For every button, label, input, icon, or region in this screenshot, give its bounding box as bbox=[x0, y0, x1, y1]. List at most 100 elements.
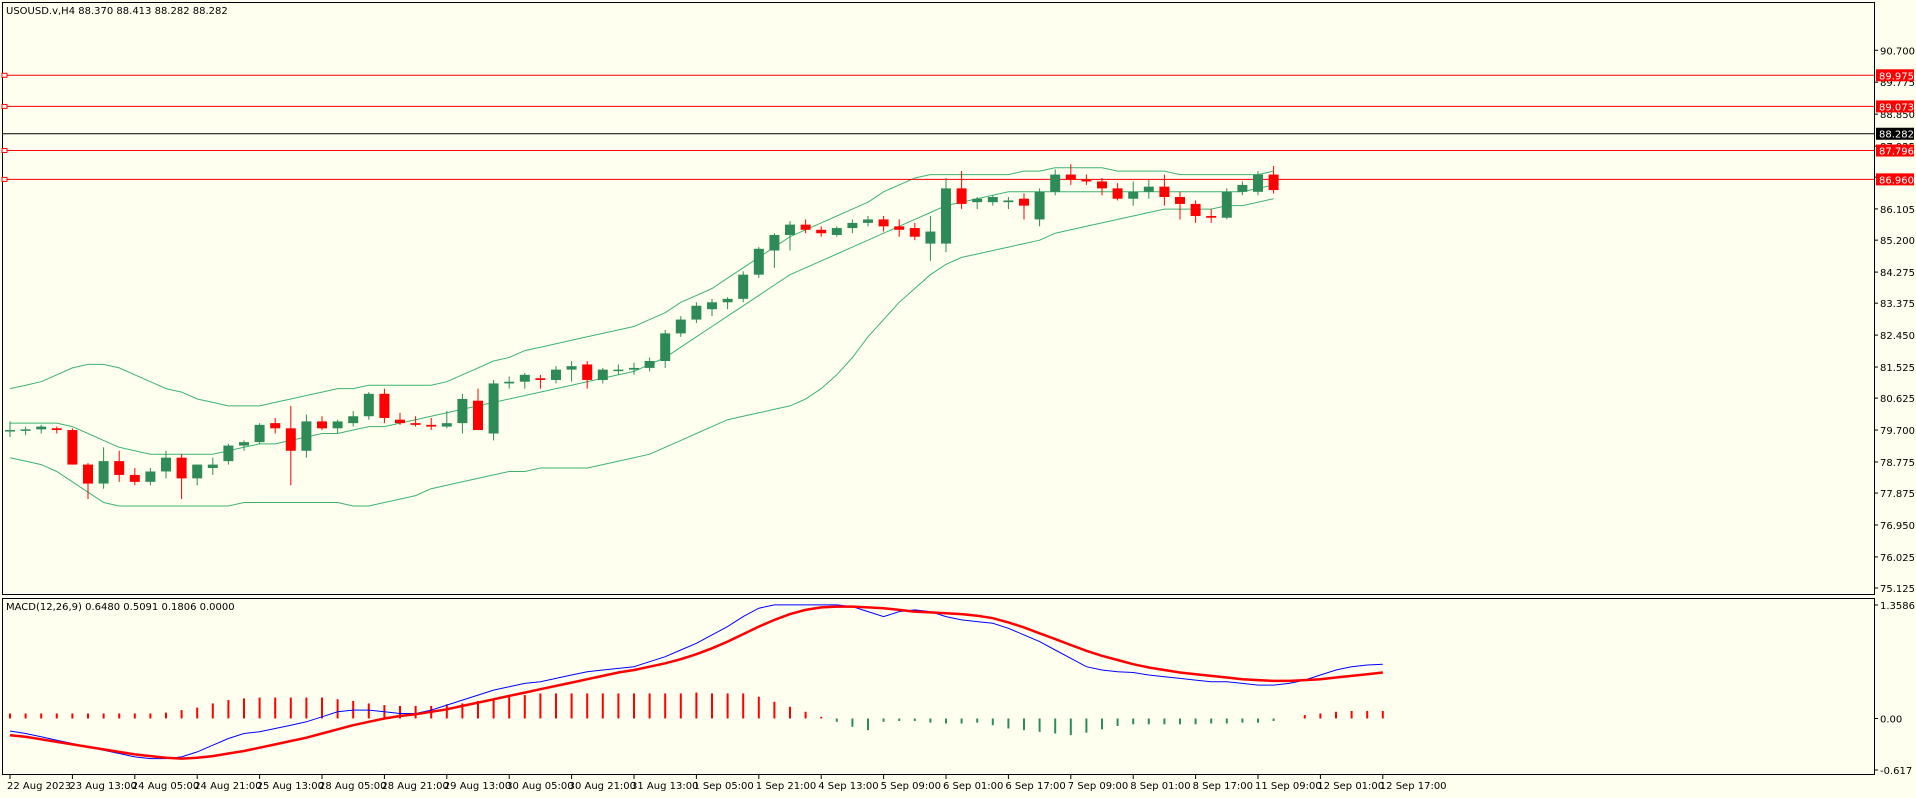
candle[interactable] bbox=[457, 393, 468, 434]
candle[interactable] bbox=[5, 421, 15, 437]
candle[interactable] bbox=[207, 457, 218, 475]
candle[interactable] bbox=[941, 178, 951, 253]
candle[interactable] bbox=[566, 360, 577, 382]
candle[interactable] bbox=[114, 450, 125, 482]
candle[interactable] bbox=[660, 329, 671, 368]
candle[interactable] bbox=[1050, 169, 1061, 196]
candle[interactable] bbox=[192, 464, 203, 486]
level-handle[interactable] bbox=[1, 176, 8, 182]
candle[interactable] bbox=[1268, 165, 1279, 194]
candle[interactable] bbox=[722, 297, 733, 310]
candle[interactable] bbox=[1206, 209, 1217, 223]
macd-panel[interactable]: 1.3586 0.00 -0.617 bbox=[9, 601, 1915, 777]
candle[interactable] bbox=[1190, 200, 1201, 223]
candle[interactable] bbox=[629, 362, 639, 375]
candle[interactable] bbox=[551, 366, 561, 384]
candle[interactable] bbox=[239, 440, 249, 451]
time-tick-label: 6 Sep 01:00 bbox=[943, 781, 1003, 792]
candle[interactable] bbox=[301, 414, 312, 458]
candle[interactable] bbox=[691, 302, 702, 324]
candle[interactable] bbox=[769, 233, 780, 268]
candle[interactable] bbox=[410, 416, 421, 427]
candle[interactable] bbox=[753, 247, 764, 279]
candle[interactable] bbox=[987, 195, 998, 206]
level-handle[interactable] bbox=[1, 148, 8, 154]
candle[interactable] bbox=[1253, 171, 1263, 196]
candle[interactable] bbox=[129, 468, 140, 486]
candle[interactable] bbox=[1081, 174, 1092, 185]
candle[interactable] bbox=[878, 215, 889, 232]
candle[interactable] bbox=[675, 316, 686, 337]
candle[interactable] bbox=[285, 405, 296, 486]
candle[interactable] bbox=[831, 226, 842, 237]
candle[interactable] bbox=[254, 423, 265, 444]
candle[interactable] bbox=[161, 450, 171, 479]
candle[interactable] bbox=[395, 412, 405, 425]
candle[interactable] bbox=[1143, 179, 1154, 199]
candle[interactable] bbox=[1128, 181, 1139, 206]
candle[interactable] bbox=[1159, 174, 1170, 206]
candle[interactable] bbox=[488, 379, 499, 441]
candle[interactable] bbox=[145, 468, 156, 486]
candle[interactable] bbox=[707, 298, 717, 317]
candle[interactable] bbox=[1221, 188, 1232, 220]
time-tick-label: 8 Sep 17:00 bbox=[1193, 781, 1253, 792]
candle-body bbox=[176, 457, 187, 479]
candle[interactable] bbox=[67, 428, 78, 465]
candle[interactable] bbox=[972, 196, 983, 210]
candle[interactable] bbox=[894, 219, 905, 237]
candle-body bbox=[1128, 191, 1139, 199]
candle[interactable] bbox=[83, 462, 93, 500]
candle[interactable] bbox=[504, 376, 515, 389]
candle[interactable] bbox=[317, 416, 327, 431]
candle[interactable] bbox=[1097, 178, 1107, 196]
candle[interactable] bbox=[473, 388, 483, 431]
candle[interactable] bbox=[379, 388, 390, 424]
candle[interactable] bbox=[332, 419, 343, 434]
time-tick-label: 8 Sep 01:00 bbox=[1130, 781, 1190, 792]
candle[interactable] bbox=[644, 357, 655, 372]
candle[interactable] bbox=[925, 215, 936, 261]
price-panel[interactable]: 90.70089.77588.85087.92587.02586.10585.2… bbox=[1, 46, 1915, 595]
candle[interactable] bbox=[1065, 164, 1076, 185]
price-tick-label: 76.025 bbox=[1880, 553, 1915, 564]
candle[interactable] bbox=[1237, 181, 1248, 196]
candle[interactable] bbox=[270, 417, 281, 434]
candle-body bbox=[1097, 181, 1107, 189]
candle[interactable] bbox=[909, 222, 920, 241]
candle[interactable] bbox=[1175, 191, 1185, 220]
candle[interactable] bbox=[613, 364, 624, 375]
candle[interactable] bbox=[847, 219, 858, 234]
candle[interactable] bbox=[816, 226, 827, 237]
candle[interactable] bbox=[426, 417, 437, 431]
level-handle[interactable] bbox=[1, 103, 8, 109]
candle[interactable] bbox=[223, 443, 234, 465]
candle[interactable] bbox=[738, 271, 749, 303]
candle[interactable] bbox=[363, 392, 374, 420]
candle[interactable] bbox=[98, 447, 109, 489]
candle[interactable] bbox=[582, 360, 593, 389]
candle[interactable] bbox=[36, 424, 47, 434]
candle[interactable] bbox=[535, 374, 546, 389]
candle[interactable] bbox=[176, 454, 187, 500]
candle-body bbox=[363, 393, 374, 417]
candle[interactable] bbox=[1112, 183, 1123, 201]
price-panel-frame bbox=[2, 2, 1875, 595]
candle-body bbox=[473, 400, 483, 431]
candle[interactable] bbox=[1034, 188, 1045, 227]
candle[interactable] bbox=[800, 219, 811, 234]
candle[interactable] bbox=[348, 411, 359, 427]
candle[interactable] bbox=[20, 426, 31, 436]
candle[interactable] bbox=[863, 215, 873, 227]
candle[interactable] bbox=[1019, 193, 1029, 220]
candle[interactable] bbox=[519, 373, 530, 389]
candle-body bbox=[1065, 174, 1076, 180]
candle[interactable] bbox=[785, 221, 795, 251]
candle[interactable] bbox=[51, 426, 62, 434]
candle[interactable] bbox=[956, 171, 967, 210]
candle[interactable] bbox=[441, 411, 452, 429]
level-handle[interactable] bbox=[1, 72, 8, 78]
candle[interactable] bbox=[597, 367, 608, 384]
candle[interactable] bbox=[1003, 196, 1014, 210]
